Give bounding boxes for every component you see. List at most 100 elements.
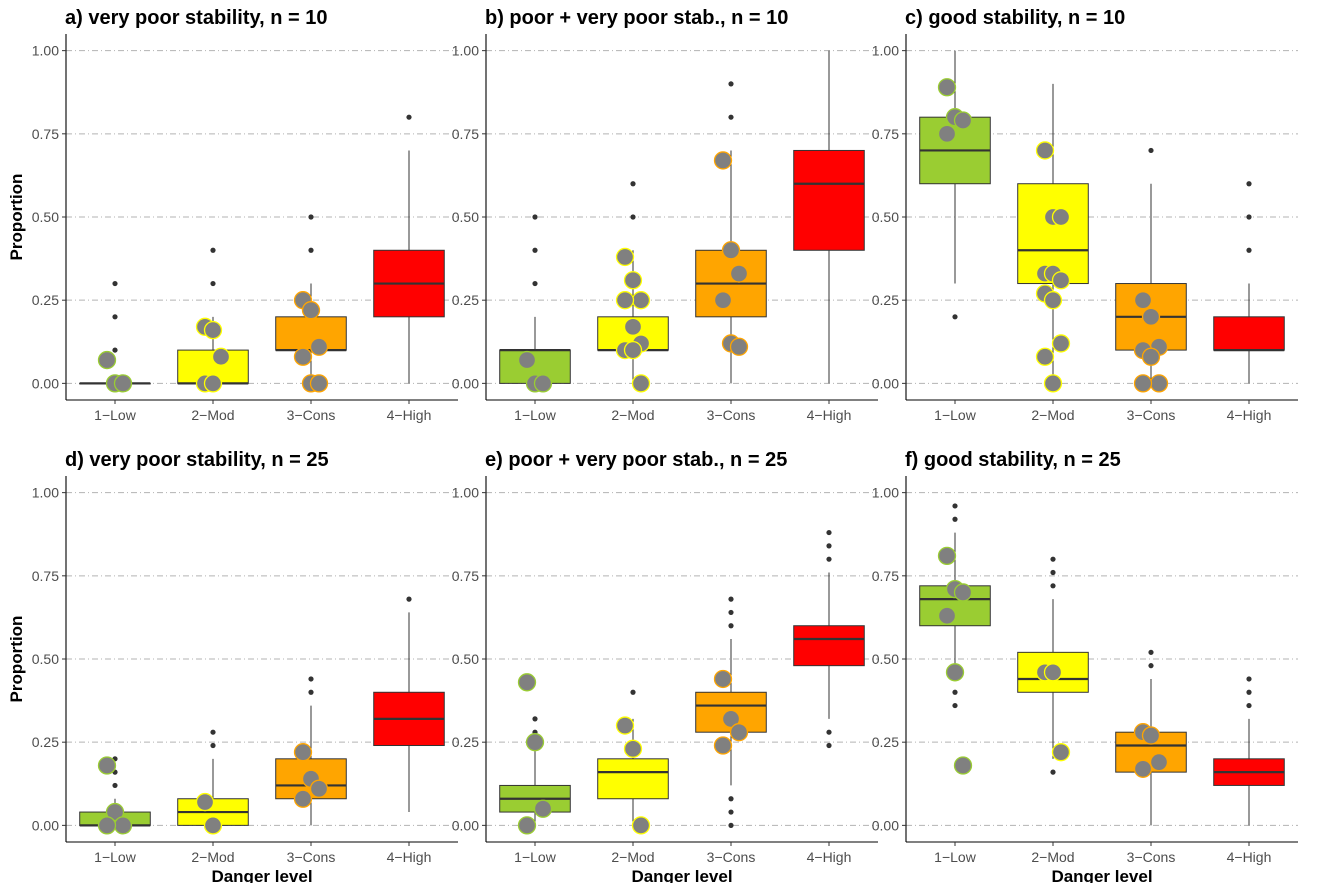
outlier-point [728, 809, 734, 815]
observation-point [1149, 752, 1169, 772]
panel-title: c) good stability, n = 10 [905, 7, 1125, 29]
x-tick-label: 2−Mod [191, 407, 234, 423]
outlier-point [532, 214, 538, 220]
x-tick-label: 2−Mod [1031, 849, 1074, 865]
outlier-point [826, 742, 832, 749]
observation-point [1043, 291, 1063, 310]
outlier-point [532, 716, 538, 722]
observation-point [195, 792, 215, 812]
x-tick-label: 3−Cons [1127, 407, 1176, 423]
y-tick-label: 0.25 [32, 292, 59, 308]
observation-point [1043, 663, 1063, 682]
x-tick-label: 3−Cons [287, 407, 336, 423]
y-axis-title: Proportion [7, 174, 26, 261]
x-tick-label: 1−Low [934, 407, 977, 423]
y-tick-label: 0.50 [452, 651, 479, 667]
y-tick-label: 0.75 [32, 568, 59, 584]
y-tick-label: 0.25 [872, 292, 899, 308]
panel-title: d) very poor stability, n = 25 [65, 449, 329, 471]
y-tick-label: 1.00 [32, 485, 59, 501]
outlier-point [532, 247, 538, 253]
outlier-point [1050, 569, 1056, 576]
outlier-point [826, 729, 832, 735]
outlier-point [1246, 214, 1252, 220]
outlier-point [210, 280, 216, 287]
y-tick-label: 0.25 [872, 734, 899, 750]
x-tick-label: 4−High [1227, 407, 1272, 423]
y-tick-label: 0.00 [452, 817, 479, 833]
box-2 [177, 729, 249, 826]
outlier-point [1148, 649, 1154, 655]
box-2 [177, 247, 249, 385]
outlier-point [826, 529, 832, 536]
observation-point [729, 337, 749, 356]
outlier-point [1050, 769, 1056, 775]
observation-point [623, 317, 643, 336]
outlier-point [728, 796, 734, 802]
y-tick-label: 0.00 [872, 375, 899, 391]
outlier-point [728, 822, 734, 828]
y-tick-label: 1.00 [452, 485, 479, 501]
box-1 [79, 280, 151, 385]
observation-point [1051, 334, 1071, 353]
outlier-point [406, 114, 412, 120]
x-axis-title: Danger level [1051, 867, 1152, 883]
outlier-point [728, 623, 734, 629]
observation-point [203, 320, 223, 340]
box-3 [1115, 147, 1187, 384]
y-tick-label: 0.75 [32, 126, 59, 142]
x-tick-label: 2−Mod [611, 407, 654, 423]
outlier-point [728, 81, 734, 87]
observation-point [1133, 759, 1153, 778]
y-tick-label: 0.25 [32, 734, 59, 750]
observation-point [301, 301, 321, 320]
observation-point [729, 723, 749, 742]
observation-point [1133, 374, 1153, 393]
observation-point [937, 606, 957, 625]
x-tick-label: 2−Mod [1031, 407, 1074, 423]
observation-point [1141, 726, 1161, 745]
observation-point [631, 291, 651, 310]
x-tick-label: 1−Low [514, 849, 557, 865]
x-tick-label: 4−High [1227, 849, 1272, 865]
outlier-point [112, 314, 118, 320]
box-body [597, 758, 669, 800]
observation-point [97, 350, 117, 370]
observation-point [1051, 207, 1071, 227]
x-tick-label: 1−Low [934, 849, 977, 865]
x-tick-label: 3−Cons [707, 849, 756, 865]
observation-point [631, 374, 651, 393]
x-tick-label: 4−High [387, 407, 432, 423]
outlier-point [1246, 181, 1252, 187]
observation-point [517, 816, 537, 835]
observation-point [953, 111, 973, 130]
observation-point [113, 816, 133, 835]
observation-point [105, 802, 125, 822]
observation-point [309, 374, 329, 393]
y-tick-label: 0.75 [872, 126, 899, 142]
box-body [793, 149, 865, 251]
y-tick-label: 0.00 [32, 375, 59, 391]
box-3 [695, 81, 767, 384]
y-axis-title: Proportion [7, 616, 26, 703]
outlier-point [1050, 556, 1056, 562]
observation-point [211, 347, 231, 366]
panel-title: e) poor + very poor stab., n = 25 [485, 449, 787, 471]
observation-point [113, 374, 133, 393]
x-tick-label: 1−Low [514, 407, 557, 423]
observation-point [517, 673, 537, 692]
y-tick-label: 1.00 [32, 43, 59, 59]
outlier-point [308, 214, 314, 220]
box-body [793, 625, 865, 667]
outlier-point [532, 280, 538, 287]
outlier-point [1246, 676, 1252, 682]
outlier-point [210, 742, 216, 749]
outlier-point [1050, 583, 1056, 589]
outlier-point [308, 247, 314, 253]
y-tick-label: 0.00 [452, 375, 479, 391]
observation-point [97, 756, 117, 775]
panel-d: d) very poor stability, n = 25 0.00 0.25 0.… [7, 449, 458, 883]
outlier-point [952, 702, 958, 709]
observation-point [1141, 307, 1161, 326]
